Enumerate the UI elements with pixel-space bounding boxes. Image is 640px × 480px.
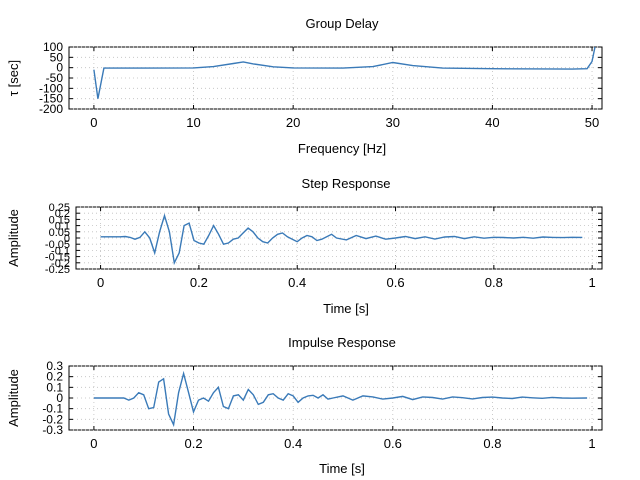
group-delay-grid: [69, 46, 602, 110]
impulse-response-line: [93, 370, 588, 428]
step-response-chart: Step Response 0 0.2 0.4 0.6 0.8 1 -0.25-0.2-0…: [6, 176, 603, 316]
impulse-response-x-tick-label: 0.8: [483, 436, 501, 451]
step-response-y-tick-label: 0.1: [55, 221, 70, 233]
step-response-x-tick-label: 1: [589, 275, 596, 290]
group-delay-x-tick-label: 30: [386, 115, 400, 130]
impulse-response-y-tick-label: 0: [56, 391, 63, 405]
step-response-y-tick-label: 0.25: [49, 202, 70, 214]
group-delay-y-label: τ [sec]: [6, 60, 21, 96]
group-delay-x-tick-label: 40: [485, 115, 499, 130]
step-response-x-ticks: 0 0.2 0.4 0.6 0.8 1: [97, 207, 596, 290]
impulse-response-y-tick-label: 0.1: [46, 380, 63, 394]
group-delay-y-tick-label: 50: [50, 50, 64, 64]
group-delay-x-tick-label: 0: [90, 115, 97, 130]
group-delay-y-tick-label: 0: [56, 61, 63, 75]
group-delay-y-tick-label: -200: [39, 102, 63, 116]
step-response-y-tick-label: -0.15: [45, 252, 70, 264]
impulse-response-title: Impulse Response: [288, 335, 396, 350]
impulse-response-y-tick-label: -0.3: [42, 423, 63, 437]
step-response-y-ticks: -0.25-0.2-0.15-0.1-0.0500.050.10.150.20.…: [45, 202, 602, 276]
step-response-x-tick-label: 0.4: [288, 275, 306, 290]
impulse-response-x-tick-label: 0.6: [384, 436, 402, 451]
step-response-title: Step Response: [302, 176, 391, 191]
step-response-y-tick-label: -0.2: [51, 258, 70, 270]
step-response-y-tick-label: 0.2: [55, 208, 70, 220]
group-delay-title: Group Delay: [306, 16, 379, 31]
group-delay-plot-area: [68, 46, 603, 110]
group-delay-x-ticks: 0 10 20 30 40 50: [90, 47, 599, 130]
group-delay-line: [93, 46, 596, 99]
impulse-response-y-tick-label: 0.2: [46, 370, 63, 384]
impulse-response-x-tick-label: 0.4: [284, 436, 302, 451]
impulse-response-x-ticks: 0 0.2 0.4 0.6 0.8 1: [90, 366, 596, 451]
impulse-response-x-tick-label: 0.2: [184, 436, 202, 451]
step-response-y-label: Amplitude: [6, 209, 21, 267]
impulse-response-x-label: Time [s]: [319, 461, 365, 476]
group-delay-chart: Group Delay 0 10 20 30 40 50 -200-150-100-500…: [6, 16, 603, 156]
step-response-y-tick-label: 0: [64, 233, 70, 245]
step-response-x-tick-label: 0.8: [485, 275, 503, 290]
group-delay-y-tick-label: -100: [39, 81, 63, 95]
group-delay-y-tick-label: 100: [43, 40, 63, 54]
group-delay-x-tick-label: 50: [585, 115, 599, 130]
group-delay-x-tick-label: 20: [286, 115, 300, 130]
step-response-line: [100, 213, 583, 266]
impulse-response-y-label: Amplitude: [6, 369, 21, 427]
impulse-response-y-ticks: -0.3-0.2-0.100.10.20.3: [42, 359, 602, 437]
impulse-response-y-tick-label: -0.2: [42, 412, 63, 426]
impulse-response-chart: Impulse Response 0 0.2 0.4 0.6 0.8 1 -0.3-0.2…: [6, 335, 603, 476]
group-delay-y-tick-label: -50: [46, 71, 64, 85]
group-delay-x-label: Frequency [Hz]: [298, 141, 386, 156]
step-response-x-tick-label: 0.2: [190, 275, 208, 290]
step-response-y-tick-label: 0.05: [49, 227, 70, 239]
impulse-response-x-tick-label: 1: [588, 436, 595, 451]
step-response-x-tick-label: 0: [97, 275, 104, 290]
group-delay-x-tick-label: 10: [186, 115, 200, 130]
step-response-y-tick-label: -0.1: [51, 245, 70, 257]
impulse-response-x-tick-label: 0: [90, 436, 97, 451]
step-response-x-label: Time [s]: [323, 301, 369, 316]
impulse-response-y-tick-label: 0.3: [46, 359, 63, 373]
step-response-x-tick-label: 0.6: [386, 275, 404, 290]
step-response-y-tick-label: -0.25: [45, 264, 70, 276]
step-response-y-tick-label: -0.05: [45, 239, 70, 251]
group-delay-y-tick-label: -150: [39, 92, 63, 106]
impulse-response-y-tick-label: -0.1: [42, 402, 63, 416]
step-response-y-tick-label: 0.15: [49, 214, 70, 226]
